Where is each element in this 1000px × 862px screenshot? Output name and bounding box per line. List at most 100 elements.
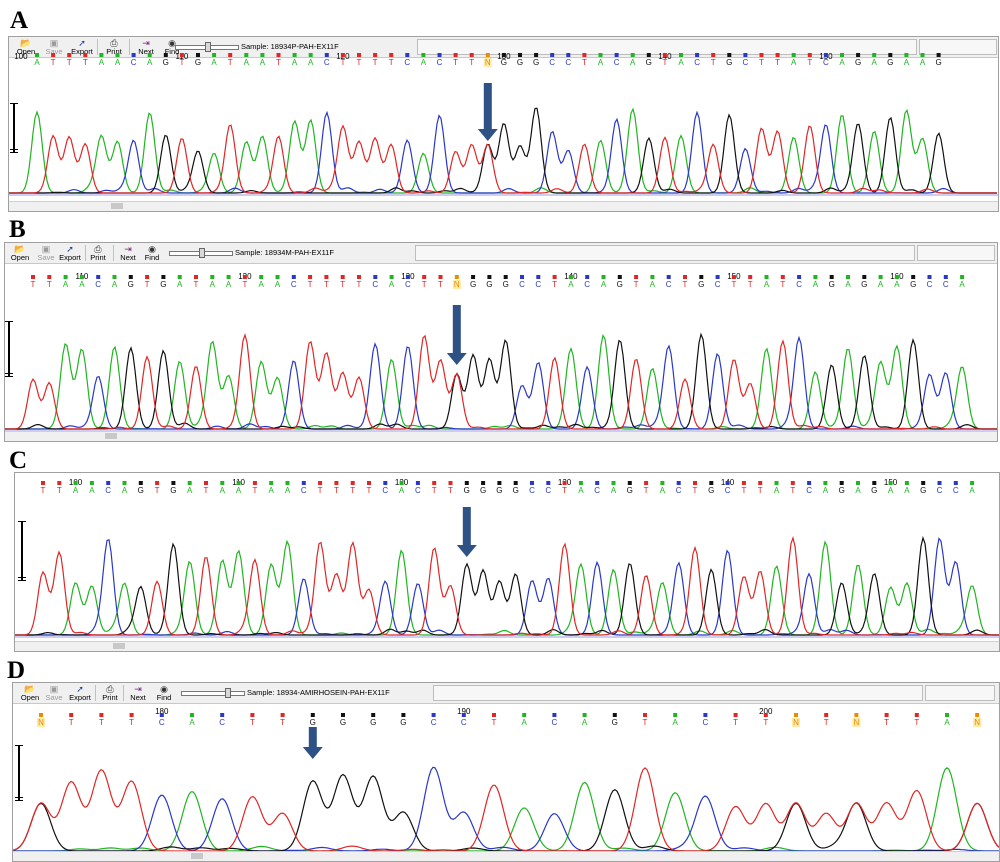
base-call-letter[interactable]: A [187,486,193,495]
base-call-letter[interactable]: T [340,58,345,67]
base-call-letter[interactable]: C [666,280,672,289]
base-call-letter[interactable]: G [708,486,714,495]
base-call-letter[interactable]: T [57,486,62,495]
base-call-letter[interactable]: T [453,58,458,67]
base-call-letter[interactable]: C [549,58,555,67]
base-call-letter[interactable]: A [226,280,232,289]
base-call-letter[interactable]: C [529,486,535,495]
base-call-letter[interactable]: A [399,486,405,495]
base-call-letter[interactable]: T [334,486,339,495]
print-button[interactable]: ⎙ Print [95,684,125,702]
base-call-letter[interactable]: A [63,280,69,289]
base-call-letter[interactable]: A [944,718,950,727]
base-call-letter[interactable]: A [650,280,656,289]
base-call-letter[interactable]: C [614,58,620,67]
next-button[interactable]: ⇥ Next [123,684,153,702]
base-call-letter[interactable]: G [513,486,519,495]
base-call-letter[interactable]: T [51,58,56,67]
base-call-letter[interactable]: T [41,486,46,495]
base-call-letter[interactable]: G [617,280,623,289]
base-call-letter[interactable]: C [676,486,682,495]
base-call-letter[interactable]: A [839,58,845,67]
base-call-letter[interactable]: A [601,280,607,289]
zoom-slider-thumb[interactable] [199,248,205,258]
base-call-letter[interactable]: A [220,486,226,495]
base-call-letter[interactable]: C [415,486,421,495]
base-call-letter[interactable]: A [598,58,604,67]
base-call-letter[interactable]: T [884,718,889,727]
base-call-letter[interactable]: C [519,280,525,289]
base-call-letter[interactable]: A [904,486,910,495]
base-call-letter[interactable]: C [694,58,700,67]
base-call-letter[interactable]: T [350,486,355,495]
base-call-letter[interactable]: T [432,486,437,495]
base-call-letter[interactable]: T [194,280,199,289]
base-call-letter[interactable]: G [887,58,893,67]
base-call-letter[interactable]: T [373,58,378,67]
base-call-letter[interactable]: A [122,486,128,495]
base-call-letter[interactable]: T [129,718,134,727]
base-call-letter[interactable]: T [228,58,233,67]
base-call-letter[interactable]: C [372,280,378,289]
base-call-letter[interactable]: C [545,486,551,495]
base-call-letter[interactable]: G [470,280,476,289]
base-call-letter[interactable]: C [743,58,749,67]
base-call-letter[interactable]: A [389,280,395,289]
base-call-letter[interactable]: A [189,718,195,727]
base-call-letter[interactable]: C [437,58,443,67]
base-call-letter[interactable]: A [888,486,894,495]
base-call-letter[interactable]: G [370,718,376,727]
base-call-letter[interactable]: C [725,486,731,495]
base-call-letter[interactable]: N [793,718,799,727]
horizontal-scrollbar[interactable] [15,641,999,651]
base-call-letter[interactable]: G [646,58,652,67]
base-call-letter[interactable]: A [920,58,926,67]
base-call-letter[interactable]: A [878,280,884,289]
base-call-letter[interactable]: G [163,58,169,67]
base-call-letter[interactable]: A [211,58,217,67]
base-call-letter[interactable]: T [448,486,453,495]
save-button[interactable]: ▣ Save [31,244,61,262]
base-call-letter[interactable]: T [99,718,104,727]
base-call-letter[interactable]: A [89,486,95,495]
export-button[interactable]: ➚ Export [55,244,85,262]
base-call-letter[interactable]: C [594,486,600,495]
base-call-letter[interactable]: C [823,58,829,67]
base-call-letter[interactable]: G [195,58,201,67]
base-call-letter[interactable]: C [404,58,410,67]
base-call-letter[interactable]: C [291,280,297,289]
base-call-letter[interactable]: G [128,280,134,289]
base-call-letter[interactable]: A [210,280,216,289]
base-call-letter[interactable]: G [871,486,877,495]
base-call-letter[interactable]: A [522,718,528,727]
print-button[interactable]: ⎙ Print [99,38,129,56]
next-button[interactable]: ⇥ Next [131,38,161,56]
base-call-letter[interactable]: T [582,58,587,67]
base-call-letter[interactable]: T [69,718,74,727]
base-call-letter[interactable]: A [774,486,780,495]
find-button[interactable]: ◉ Find [149,684,179,702]
base-call-letter[interactable]: T [644,486,649,495]
base-call-letter[interactable]: T [280,718,285,727]
scrollbar-thumb[interactable] [191,853,203,859]
vertical-scale-bar[interactable] [5,321,13,377]
base-call-letter[interactable]: C [95,280,101,289]
base-call-letter[interactable]: T [775,58,780,67]
base-call-letter[interactable]: G [726,58,732,67]
base-call-letter[interactable]: C [461,718,467,727]
base-call-letter[interactable]: T [31,280,36,289]
base-call-letter[interactable]: G [920,486,926,495]
base-call-letter[interactable]: G [464,486,470,495]
base-call-letter[interactable]: C [943,280,949,289]
base-call-letter[interactable]: A [275,280,281,289]
base-call-letter[interactable]: A [99,58,105,67]
base-call-letter[interactable]: T [758,486,763,495]
base-call-letter[interactable]: G [517,58,523,67]
base-call-letter[interactable]: N [854,718,860,727]
base-call-letter[interactable]: T [643,718,648,727]
base-call-letter[interactable]: C [301,486,307,495]
base-call-letter[interactable]: T [683,280,688,289]
base-call-letter[interactable]: G [310,718,316,727]
base-call-letter[interactable]: C [927,280,933,289]
base-call-letter[interactable]: C [159,718,165,727]
